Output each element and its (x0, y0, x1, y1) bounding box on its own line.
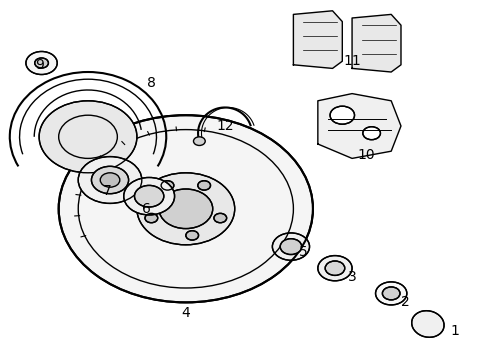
Polygon shape (351, 14, 400, 72)
Circle shape (317, 256, 351, 281)
Circle shape (272, 233, 309, 260)
Circle shape (280, 239, 301, 255)
Circle shape (161, 181, 174, 190)
Circle shape (159, 189, 212, 229)
Text: 11: 11 (343, 54, 360, 68)
Text: 3: 3 (347, 270, 356, 284)
Circle shape (134, 185, 163, 207)
Text: 12: 12 (216, 119, 233, 133)
Circle shape (59, 115, 312, 302)
Text: 2: 2 (401, 296, 409, 309)
Text: 1: 1 (449, 324, 458, 338)
Circle shape (325, 261, 344, 275)
Text: 7: 7 (103, 184, 112, 198)
Text: 5: 5 (298, 245, 307, 259)
Circle shape (382, 287, 399, 300)
Text: 4: 4 (181, 306, 190, 320)
Text: 9: 9 (35, 58, 43, 72)
Circle shape (26, 51, 57, 75)
Circle shape (35, 58, 48, 68)
Ellipse shape (411, 311, 443, 337)
Text: 6: 6 (142, 202, 151, 216)
Circle shape (362, 127, 380, 140)
Polygon shape (317, 94, 400, 158)
Circle shape (78, 157, 142, 203)
Circle shape (39, 101, 137, 173)
Circle shape (145, 213, 158, 223)
Circle shape (123, 177, 174, 215)
Text: 10: 10 (357, 148, 375, 162)
Circle shape (375, 282, 406, 305)
Circle shape (137, 173, 234, 245)
Circle shape (100, 173, 120, 187)
Circle shape (193, 137, 205, 145)
Text: 8: 8 (147, 76, 156, 90)
Circle shape (185, 231, 198, 240)
Circle shape (213, 213, 226, 223)
Circle shape (91, 166, 128, 194)
Polygon shape (293, 11, 342, 68)
Circle shape (329, 106, 354, 124)
Circle shape (197, 181, 210, 190)
